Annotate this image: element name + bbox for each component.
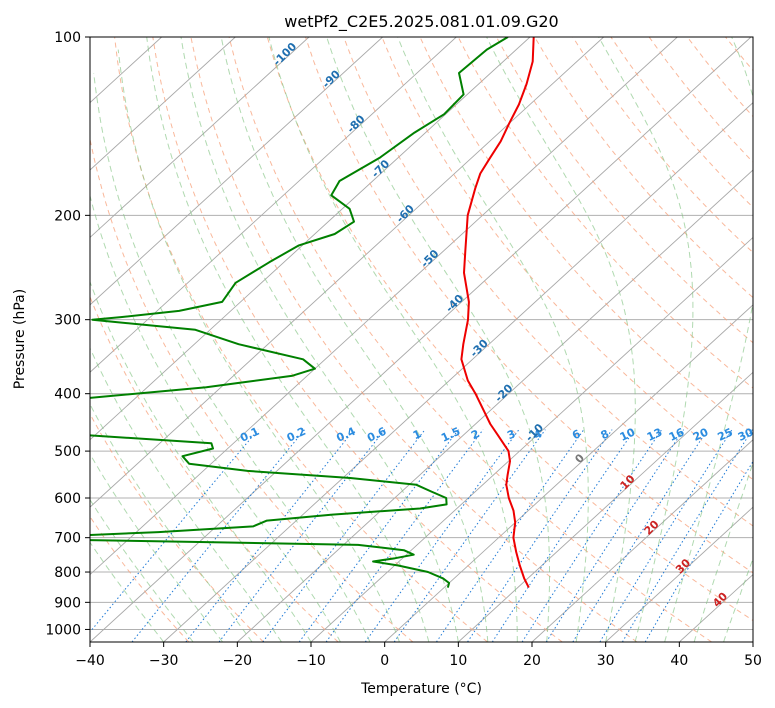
isotherm <box>90 37 310 239</box>
moist-adiabat <box>90 498 194 642</box>
y-tick-label: 900 <box>54 595 81 611</box>
mixing-ratio-line <box>545 429 685 642</box>
mixing-ratio-line <box>644 460 753 642</box>
isotherm <box>90 37 236 171</box>
isotherm <box>90 37 383 306</box>
dry-adiabat <box>114 37 488 642</box>
mixing-ratio-label: 13 <box>645 426 664 444</box>
isotherm <box>90 37 531 441</box>
x-tick-label: −20 <box>223 653 253 669</box>
dry-adiabat <box>90 412 264 642</box>
dry-adiabat <box>90 515 190 642</box>
moist-adiabat <box>93 72 371 642</box>
x-tick-label: 0 <box>380 653 389 669</box>
moist-adiabat <box>397 37 589 642</box>
isotherm <box>458 371 753 642</box>
isotherm <box>605 506 753 642</box>
y-axis-title: Pressure (hPa) <box>12 289 28 389</box>
mixing-ratio-label: 16 <box>667 425 687 443</box>
mixing-ratio-line <box>467 429 613 642</box>
mixing-ratio-label: 10 <box>618 425 638 443</box>
moist-adiabat <box>486 37 636 642</box>
temperature-line <box>460 37 535 589</box>
dry-adiabat <box>90 136 414 642</box>
isotherm <box>237 169 753 642</box>
axes: −40 −30 −20 −10 0 10 20 30 40 50 100 200 300 400 500 60… <box>45 30 762 669</box>
y-tick-label: 800 <box>54 565 81 581</box>
x-axis-title: Temperature (°C) <box>360 681 482 697</box>
y-tick-label: 500 <box>54 444 81 460</box>
y-tick-label: 200 <box>54 208 81 224</box>
moist-adiabat <box>723 557 753 642</box>
dry-adiabat <box>495 37 753 344</box>
y-tick-label: 300 <box>54 313 81 329</box>
y-tick-label: 400 <box>54 387 81 403</box>
mixing-ratio-line <box>572 429 709 642</box>
x-tick-label: 50 <box>744 653 762 669</box>
x-tick-label: 40 <box>670 653 688 669</box>
mixing-ratio-label: 30 <box>736 425 756 443</box>
background-lines <box>90 37 753 642</box>
mixing-ratio-line <box>262 429 426 642</box>
dry-adiabat <box>343 37 753 527</box>
x-tick-label: −30 <box>149 653 179 669</box>
y-tick-label: 100 <box>54 30 81 46</box>
x-tick-label: −40 <box>75 653 105 669</box>
isotherm <box>384 304 753 642</box>
moist-adiabat <box>180 37 459 642</box>
isotherm <box>531 439 753 642</box>
dry-adiabat <box>152 37 563 642</box>
x-tick-label: 30 <box>597 653 615 669</box>
chart-title: wetPf2_C2E5.2025.081.01.09.G20 <box>284 12 558 32</box>
moist-adiabat <box>664 37 753 642</box>
mixing-ratio-line <box>185 429 355 642</box>
plot-frame <box>89 36 754 643</box>
moist-adiabat <box>117 49 400 642</box>
mixing-ratio-line <box>521 429 663 642</box>
mixing-ratio-line <box>90 429 259 633</box>
isotherm <box>163 101 753 642</box>
moist-adiabat <box>146 37 430 642</box>
moist-adiabat <box>598 37 694 642</box>
dry-adiabat <box>457 37 753 389</box>
moist-adiabat <box>90 453 223 642</box>
y-tick-label: 700 <box>54 531 81 547</box>
dewpoint-line <box>90 37 509 588</box>
mixing-ratio-label: 25 <box>716 426 735 444</box>
mixing-ratio-line <box>621 429 753 642</box>
dry-adiabat <box>90 295 339 642</box>
mixing-ratio-line <box>435 429 585 642</box>
y-tick-label: 600 <box>54 491 81 507</box>
moist-adiabat <box>220 37 489 642</box>
moist-adiabat <box>693 461 753 642</box>
x-tick-label: −10 <box>296 653 326 669</box>
x-tick-label: 20 <box>523 653 541 669</box>
y-tick-label: 1000 <box>45 622 81 638</box>
dry-adiabat <box>266 37 753 622</box>
mixing-ratio-line <box>325 429 484 642</box>
dry-adiabat <box>228 37 712 642</box>
x-tick-label: 10 <box>449 653 467 669</box>
moist-adiabat <box>90 194 341 642</box>
dry-adiabat <box>190 37 638 642</box>
isotherm <box>90 37 604 508</box>
profile-series <box>90 37 535 589</box>
isotherm <box>310 236 753 642</box>
mixing-ratio-line <box>131 429 305 642</box>
moist-adiabat <box>268 37 518 642</box>
moist-adiabat <box>90 280 312 642</box>
mixing-ratio-line <box>364 429 520 642</box>
dry-adiabat <box>305 37 753 574</box>
mixing-ratio-label: 20 <box>691 425 711 443</box>
